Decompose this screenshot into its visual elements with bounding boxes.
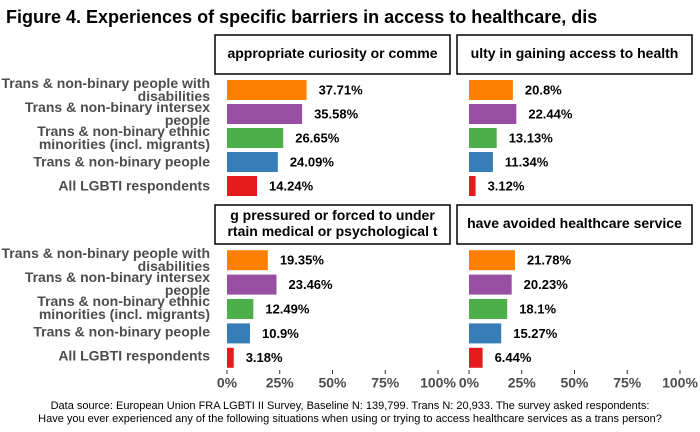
panel-title: appropriate curiosity or comme: [227, 45, 437, 61]
bar: [227, 274, 277, 295]
x-tick-label: 25%: [266, 375, 295, 391]
value-label: 10.9%: [262, 326, 299, 341]
y-tick-label: Trans & non-binary ethnic minorities (in…: [37, 293, 210, 322]
x-tick-label: 100%: [420, 375, 456, 391]
y-tick-label: Trans & non-binary people with disabilit…: [1, 245, 210, 274]
bar: [469, 299, 508, 319]
bar: [469, 250, 515, 271]
value-label: 24.09%: [290, 154, 335, 169]
value-label: 6.44%: [495, 350, 532, 365]
value-label: 18.1%: [519, 301, 556, 316]
y-tick-label: All LGBTI respondents: [58, 177, 210, 194]
y-tick-label: Trans & non-binary people: [33, 323, 210, 340]
bar: [227, 152, 278, 172]
x-tick-label: 75%: [613, 375, 642, 391]
panel-title: g pressured or forced to under: [230, 207, 435, 223]
value-label: 37.71%: [319, 82, 364, 97]
y-tick-label: Trans & non-binary people: [33, 153, 210, 170]
bar: [469, 347, 483, 368]
bar: [227, 347, 234, 368]
bar: [469, 80, 513, 100]
x-tick-label: 100%: [662, 375, 698, 391]
value-label: 3.12%: [488, 178, 525, 193]
strip-text-group: appropriate curiosity or comme: [227, 45, 437, 61]
y-tick-label: Trans & non-binary people with disabilit…: [1, 75, 210, 104]
value-label: 21.78%: [527, 253, 572, 268]
value-label: 19.35%: [280, 253, 325, 268]
x-tick-label: 50%: [560, 375, 589, 391]
strip: [214, 34, 451, 75]
y-tick-label: All LGBTI respondents: [58, 347, 210, 364]
value-label: 26.65%: [295, 130, 340, 145]
bar: [469, 152, 493, 172]
bar: [469, 274, 512, 295]
y-tick-label: Trans & non-binary intersex people: [24, 269, 210, 298]
value-label: 35.58%: [314, 106, 359, 121]
bar: [227, 104, 303, 124]
strip: [214, 204, 451, 245]
value-label: 12.49%: [265, 301, 310, 316]
bar: [469, 176, 476, 196]
value-label: 14.24%: [269, 178, 314, 193]
chart-title: Figure 4. Experiences of specific barrie…: [6, 7, 597, 27]
x-tick-label: 0%: [459, 375, 480, 391]
value-label: 23.46%: [289, 277, 334, 292]
panel-title: rtain medical or psychological t: [227, 223, 437, 239]
x-tick-label: 50%: [318, 375, 347, 391]
panel-title: have avoided healthcare service: [467, 215, 682, 231]
value-label: 3.18%: [246, 350, 283, 365]
bar: [227, 299, 254, 319]
value-label: 11.34%: [505, 154, 549, 169]
x-tick-label: 25%: [508, 375, 537, 391]
strip-text-group: have avoided healthcare service: [467, 215, 682, 231]
bar: [227, 176, 258, 196]
value-label: 20.23%: [524, 277, 569, 292]
bar: [227, 250, 268, 271]
value-label: 13.13%: [509, 130, 554, 145]
value-label: 20.8%: [525, 82, 562, 97]
y-tick-label: Trans & non-binary ethnic minorities (in…: [37, 123, 210, 152]
strip-text-group: ulty in gaining access to health: [471, 45, 679, 61]
bar: [227, 323, 250, 344]
x-tick-label: 0%: [217, 375, 238, 391]
strip: [456, 204, 693, 245]
bar: [227, 80, 307, 100]
caption: Data source: European Union FRA LGBTI II…: [51, 400, 650, 412]
bar: [469, 128, 497, 148]
caption: Have you ever experienced any of the fol…: [38, 413, 662, 425]
y-tick-label: Trans & non-binary intersex people: [24, 99, 210, 128]
bar: [469, 104, 517, 124]
x-tick-label: 75%: [371, 375, 400, 391]
bar: [227, 128, 284, 148]
strip: [456, 34, 693, 75]
value-label: 15.27%: [513, 326, 558, 341]
value-label: 22.44%: [528, 106, 573, 121]
bar: [469, 323, 502, 344]
panel-title: ulty in gaining access to health: [471, 45, 679, 61]
